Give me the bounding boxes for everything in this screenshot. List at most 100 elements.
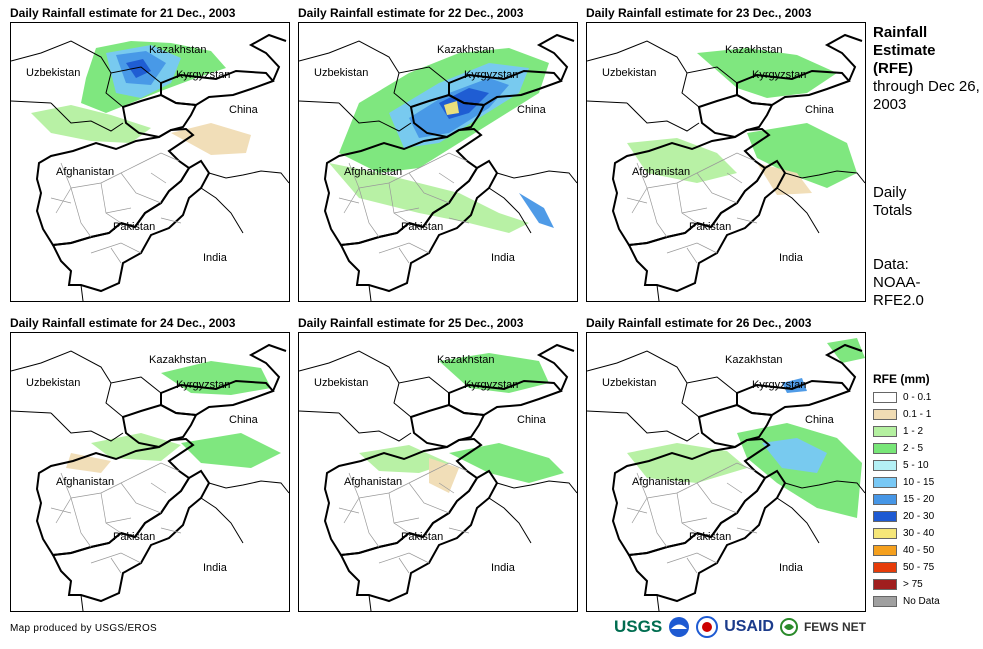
label-india: India xyxy=(491,562,516,574)
label-china: China xyxy=(805,104,835,116)
map-panel: Daily Rainfall estimate for 24 Dec., 200… xyxy=(10,316,290,616)
globe-icon xyxy=(779,618,798,636)
legend-item: No Data xyxy=(873,593,940,610)
legend-label: 0.1 - 1 xyxy=(903,409,932,420)
label-pakistan: Pakistan xyxy=(401,531,443,543)
legend-label: 50 - 75 xyxy=(903,562,935,573)
legend-item: 50 - 75 xyxy=(873,559,940,576)
panel-title: Daily Rainfall estimate for 23 Dec., 200… xyxy=(586,6,812,20)
legend-swatch xyxy=(873,477,897,488)
label-afghanistan: Afghanistan xyxy=(56,476,114,488)
legend-label: 20 - 30 xyxy=(903,511,935,522)
label-uzbekistan: Uzbekistan xyxy=(314,67,368,79)
label-kazakhstan: Kazakhstan xyxy=(149,44,206,56)
legend: RFE (mm) 0 - 0.1 0.1 - 1 1 - 2 2 - 5 5 - 10 1… xyxy=(873,372,940,610)
legend-item: 5 - 10 xyxy=(873,457,940,474)
legend-label: 15 - 20 xyxy=(903,494,935,505)
label-india: India xyxy=(203,252,228,264)
label-china: China xyxy=(805,414,835,426)
legend-swatch xyxy=(873,579,897,590)
rainfall-map: Kazakhstan Uzbekistan Kyrgyzstan China Afgha… xyxy=(586,332,866,612)
noaa-logo-icon xyxy=(669,617,690,637)
legend-swatch xyxy=(873,426,897,437)
panel-title: Daily Rainfall estimate for 22 Dec., 200… xyxy=(298,6,524,20)
label-china: China xyxy=(229,104,259,116)
label-kazakhstan: Kazakhstan xyxy=(437,44,494,56)
label-china: China xyxy=(517,104,547,116)
legend-item: 15 - 20 xyxy=(873,491,940,508)
map-panel: Daily Rainfall estimate for 23 Dec., 200… xyxy=(586,6,866,306)
label-kyrgyzstan: Kyrgyzstan xyxy=(176,379,230,391)
panel-title: Daily Rainfall estimate for 24 Dec., 200… xyxy=(10,316,236,330)
fews-net-logo: FEWS NET xyxy=(803,620,866,634)
label-uzbekistan: Uzbekistan xyxy=(602,377,656,389)
label-india: India xyxy=(779,252,804,264)
legend-label: 2 - 5 xyxy=(903,443,924,454)
label-kyrgyzstan: Kyrgyzstan xyxy=(752,69,806,81)
side-title-rest: through Dec 26, 2003 xyxy=(873,78,980,113)
legend-item: 1 - 2 xyxy=(873,423,940,440)
label-india: India xyxy=(203,562,228,574)
usaid-logo: USAID xyxy=(724,618,774,635)
label-pakistan: Pakistan xyxy=(689,531,731,543)
map-panel: Daily Rainfall estimate for 26 Dec., 200… xyxy=(586,316,866,616)
daily-totals-label: Daily Totals xyxy=(873,184,913,219)
label-kazakhstan: Kazakhstan xyxy=(437,354,494,366)
label-india: India xyxy=(779,562,804,574)
label-kyrgyzstan: Kyrgyzstan xyxy=(176,69,230,81)
rainfall-map: Kazakhstan Uzbekistan Kyrgyzstan China Afgha… xyxy=(10,332,290,612)
panel-title: Daily Rainfall estimate for 26 Dec., 200… xyxy=(586,316,812,330)
panel-title: Daily Rainfall estimate for 25 Dec., 200… xyxy=(298,316,524,330)
legend-item: 40 - 50 xyxy=(873,542,940,559)
label-uzbekistan: Uzbekistan xyxy=(314,377,368,389)
legend-swatch xyxy=(873,443,897,454)
label-kyrgyzstan: Kyrgyzstan xyxy=(464,69,518,81)
label-kazakhstan: Kazakhstan xyxy=(149,354,206,366)
legend-swatch xyxy=(873,545,897,556)
legend-item: 20 - 30 xyxy=(873,508,940,525)
data-source-label: Data: NOAA-RFE2.0 xyxy=(873,256,924,309)
legend-item: > 75 xyxy=(873,576,940,593)
legend-label: 30 - 40 xyxy=(903,528,935,539)
label-afghanistan: Afghanistan xyxy=(344,166,402,178)
credit-text: Map produced by USGS/EROS xyxy=(10,623,158,634)
legend-label: 40 - 50 xyxy=(903,545,935,556)
map-panel: Daily Rainfall estimate for 25 Dec., 200… xyxy=(298,316,578,616)
label-kyrgyzstan: Kyrgyzstan xyxy=(464,379,518,391)
panel-title: Daily Rainfall estimate for 21 Dec., 200… xyxy=(10,6,236,20)
label-afghanistan: Afghanistan xyxy=(56,166,114,178)
label-afghanistan: Afghanistan xyxy=(632,166,690,178)
legend-swatch xyxy=(873,460,897,471)
label-uzbekistan: Uzbekistan xyxy=(26,377,80,389)
legend-label: 0 - 0.1 xyxy=(903,392,932,403)
label-kazakhstan: Kazakhstan xyxy=(725,44,782,56)
rainfall-map: Kazakhstan Uzbekistan Kyrgyzstan China Afgha… xyxy=(298,22,578,302)
legend-swatch xyxy=(873,562,897,573)
legend-item: 30 - 40 xyxy=(873,525,940,542)
legend-item: 2 - 5 xyxy=(873,440,940,457)
legend-title: RFE (mm) xyxy=(873,372,930,386)
legend-swatch xyxy=(873,409,897,420)
label-afghanistan: Afghanistan xyxy=(632,476,690,488)
legend-label: 10 - 15 xyxy=(903,477,935,488)
side-title-bold: Rainfall Estimate (RFE) xyxy=(873,24,936,77)
label-afghanistan: Afghanistan xyxy=(344,476,402,488)
rainfall-map: Kazakhstan Uzbekistan Kyrgyzstan China Afgha… xyxy=(586,22,866,302)
label-china: China xyxy=(229,414,259,426)
legend-swatch xyxy=(873,392,897,403)
label-kyrgyzstan: Kyrgyzstan xyxy=(752,379,806,391)
label-india: India xyxy=(491,252,516,264)
legend-item: 0 - 0.1 xyxy=(873,389,940,406)
label-china: China xyxy=(517,414,547,426)
legend-swatch xyxy=(873,596,897,607)
nws-logo-icon xyxy=(696,616,719,638)
logos: USGS USAID FEWS NET xyxy=(614,616,866,638)
legend-label: > 75 xyxy=(903,579,923,590)
legend-label: No Data xyxy=(903,596,940,607)
map-panel: Daily Rainfall estimate for 22 Dec., 200… xyxy=(298,6,578,306)
legend-item: 10 - 15 xyxy=(873,474,940,491)
label-uzbekistan: Uzbekistan xyxy=(26,67,80,79)
side-title: Rainfall Estimate (RFE) through Dec 26, … xyxy=(873,24,983,114)
map-panel: Daily Rainfall estimate for 21 Dec., 200… xyxy=(10,6,290,306)
legend-label: 1 - 2 xyxy=(903,426,924,437)
